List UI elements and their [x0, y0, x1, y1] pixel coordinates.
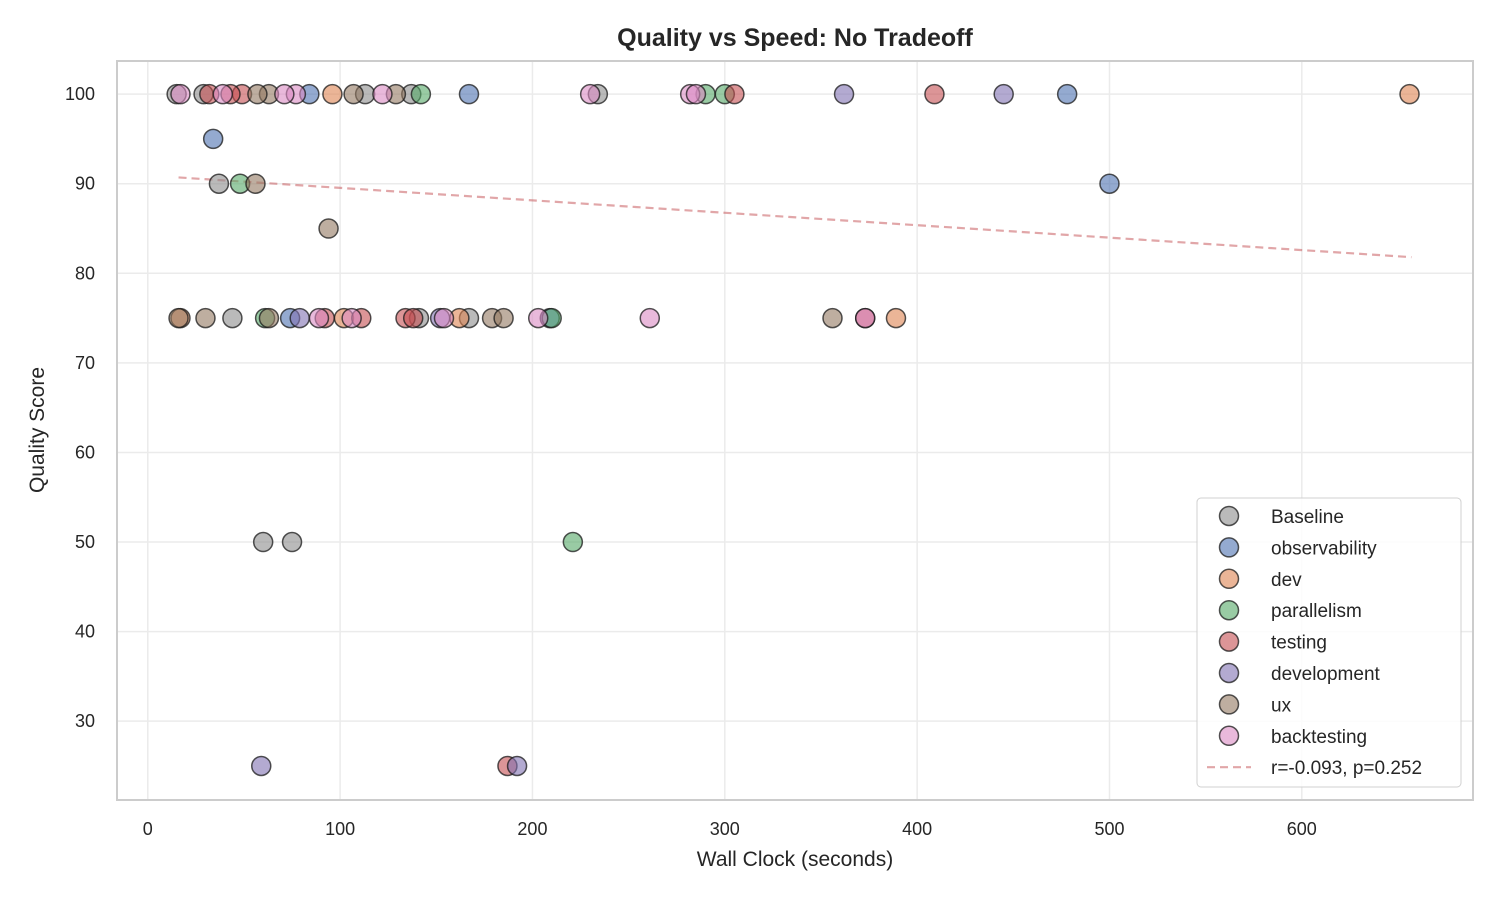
y-tick-label: 90 [75, 174, 95, 194]
y-tick-label: 40 [75, 622, 95, 642]
y-tick-label: 30 [75, 711, 95, 731]
x-tick-label: 400 [902, 819, 932, 839]
trend-line [178, 176, 1412, 259]
y-axis-label: Quality Score [26, 367, 49, 493]
data-point-baseline [208, 173, 230, 194]
x-tick-label: 600 [1287, 819, 1317, 839]
data-point-ux [493, 307, 514, 329]
data-point-ux [247, 83, 268, 105]
legend-label: testing [1271, 633, 1327, 654]
data-point-backtesting [170, 83, 191, 105]
data-point-ux [258, 307, 280, 329]
data-point-ux [318, 218, 339, 239]
data-point-parallelism [562, 531, 584, 553]
legend-marker [1218, 725, 1240, 747]
legend-marker [1218, 537, 1240, 558]
legend-label: backtesting [1271, 727, 1367, 748]
legend-label: Baseline [1271, 507, 1344, 528]
y-tick-label: 100 [65, 84, 95, 104]
data-point-ux [195, 307, 216, 329]
x-tick-label: 0 [143, 819, 153, 839]
y-tick-label: 50 [75, 532, 95, 552]
legend-marker [1218, 662, 1240, 684]
legend-marker [1218, 631, 1240, 652]
chart-title: Quality vs Speed: No Tradeoff [617, 24, 973, 52]
data-point-backtesting [685, 83, 707, 105]
data-point-backtesting [854, 307, 876, 329]
y-tick-label: 60 [75, 442, 95, 462]
data-point-observability [202, 128, 224, 150]
data-point-development [251, 755, 272, 777]
data-point-backtesting [212, 83, 234, 105]
x-tick-label: 200 [517, 819, 547, 839]
data-point-baseline [222, 307, 243, 329]
data-point-development [833, 83, 855, 105]
data-point-parallelism [410, 83, 432, 105]
y-tick-label: 70 [75, 353, 95, 373]
data-point-ux [245, 173, 266, 194]
data-point-observability [1099, 173, 1120, 194]
data-point-dev [1399, 83, 1420, 105]
data-point-development [506, 755, 528, 777]
data-point-observability [458, 83, 480, 105]
legend-label: r=-0.093, p=0.252 [1271, 758, 1422, 779]
data-point-testing [924, 83, 945, 105]
data-point-dev [885, 307, 907, 329]
legend: Baseline observability dev parallelism testi… [1196, 497, 1462, 788]
plot-frame [116, 60, 1474, 801]
legend-marker [1218, 694, 1240, 715]
data-point-backtesting [579, 83, 601, 105]
x-tick-label: 100 [325, 819, 355, 839]
data-point-backtesting [274, 83, 295, 105]
data-point-development [289, 307, 310, 329]
data-point-backtesting [372, 83, 393, 105]
legend-marker [1218, 568, 1240, 590]
data-point-testing [402, 307, 424, 329]
legend-label: dev [1271, 570, 1302, 591]
data-point-baseline [252, 531, 274, 553]
data-point-backtesting [341, 307, 362, 329]
data-point-backtesting [639, 307, 661, 329]
y-tick-label: 80 [75, 263, 95, 283]
x-tick-label: 300 [710, 819, 740, 839]
data-point-ux [168, 307, 189, 329]
data-point-ux [343, 83, 364, 105]
legend-label: development [1271, 664, 1381, 685]
x-tick-label: 500 [1094, 819, 1124, 839]
data-point-testing [724, 83, 745, 105]
legend-marker [1218, 505, 1240, 527]
data-point-backtesting [433, 307, 455, 329]
data-point-backtesting [308, 307, 330, 329]
data-point-dev [322, 83, 343, 105]
data-point-baseline [281, 531, 303, 553]
legend-label: observability [1271, 538, 1377, 559]
legend-label: ux [1271, 695, 1292, 716]
data-point-observability [1056, 83, 1078, 105]
data-point-development [993, 83, 1014, 105]
legend-marker [1218, 599, 1240, 621]
x-axis-label: Wall Clock (seconds) [697, 848, 893, 871]
data-point-ux [822, 307, 843, 329]
legend-label: parallelism [1271, 601, 1362, 622]
data-point-backtesting [527, 307, 549, 329]
